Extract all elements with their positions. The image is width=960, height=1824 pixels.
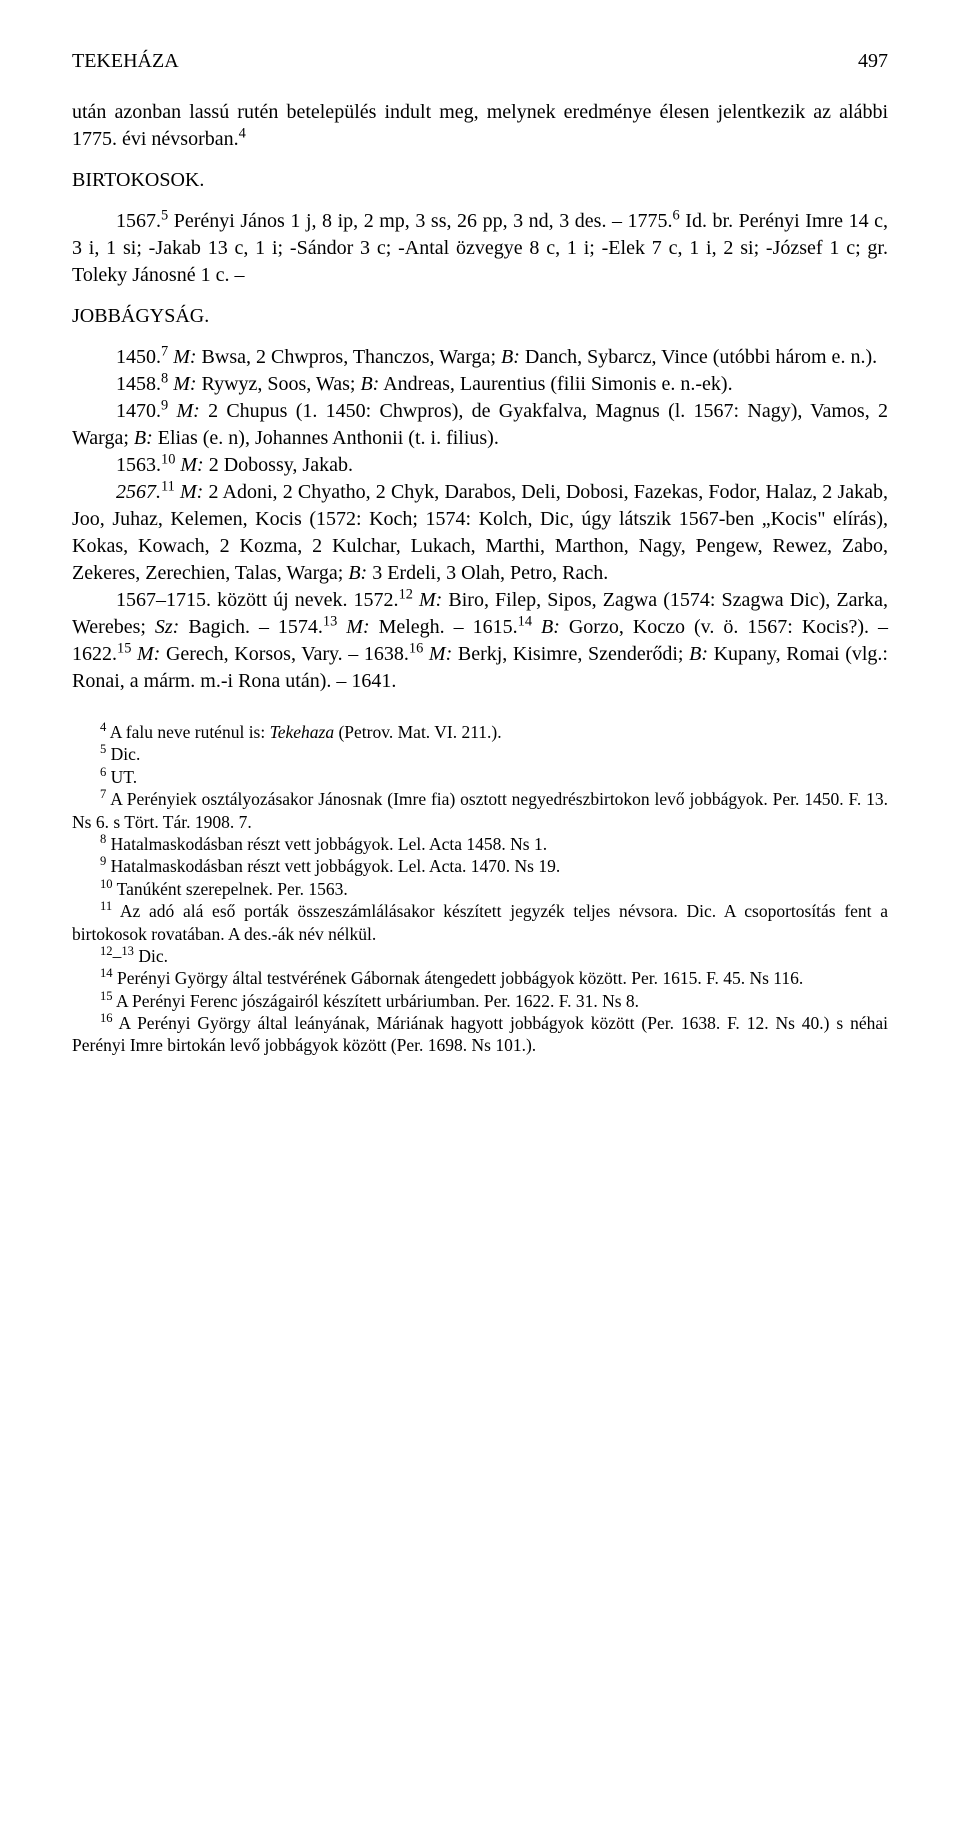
footnote-ref-14: 14 [518,613,532,629]
text: Gerech, Korsos, Vary. – 1638. [160,643,409,665]
footnote-9: 9 Hatalmaskodásban részt vett jobbágyok.… [72,855,888,877]
text-italic: M: [175,481,203,503]
footnote-num: 15 [100,989,113,1003]
footnote-7: 7 A Perényiek osztályozásakor Jánosnak (… [72,788,888,833]
footnote-11: 11 Az adó alá eső porták összeszámlálása… [72,900,888,945]
text-italic: M: [423,643,452,665]
intro-text: után azonban lassú rutén betelepülés ind… [72,101,888,150]
footnote-ref-11: 11 [161,478,175,494]
text: (Petrov. Mat. VI. 211.). [334,722,502,742]
text: Danch, Sybarcz, Vince (utóbbi három e. n… [520,346,877,368]
text: Az adó alá eső porták összeszámlálásakor… [72,901,888,943]
section-birtokosok-title: BIRTOKOSOK. [72,167,888,194]
text: 1563. [116,454,161,476]
text: 3 Erdeli, 3 Olah, Petro, Rach. [367,562,608,584]
footnote-12-13: 12–13 Dic. [72,945,888,967]
text: 2 Dobossy, Jakab. [204,454,353,476]
text-italic: B: [501,346,520,368]
text: Bwsa, 2 Chwpros, Thanczos, Warga; [197,346,501,368]
footnotes-block: 4 A falu neve ruténul is: Tekehaza (Petr… [72,721,888,1057]
text: Elias (e. n), Johannes Anthonii (t. i. f… [153,427,499,449]
footnote-num: 12 [100,944,113,958]
footnote-ref-4: 4 [239,125,246,141]
footnote-ref-6: 6 [673,207,680,223]
section-jobbagysag-title: JOBBÁGYSÁG. [72,303,888,330]
footnote-ref-13: 13 [323,613,337,629]
text: Perényi János 1 j, 8 ip, 2 mp, 3 ss, 26 … [168,210,672,232]
text: 1470. [116,400,161,422]
text: Perényi György által testvérének Gáborna… [113,968,804,988]
footnote-num: 14 [100,966,113,980]
text: Hatalmaskodásban részt vett jobbágyok. L… [106,834,547,854]
text-italic: B: [532,616,560,638]
text: 1567. [116,210,161,232]
text: 1450. [116,346,161,368]
footnote-ref-16: 16 [409,640,423,656]
footnote-ref-15: 15 [117,640,131,656]
text-italic: Tekehaza [270,722,335,742]
page-number: 497 [858,48,888,75]
footnote-16: 16 A Perényi György által leányának, Már… [72,1012,888,1057]
text: A Perényi György által leányának, Márián… [72,1013,888,1055]
text-italic: B: [689,643,708,665]
footnote-8: 8 Hatalmaskodásban részt vett jobbágyok.… [72,833,888,855]
footnote-15: 15 A Perényi Ferenc jószágairól készítet… [72,990,888,1012]
footnote-num: 13 [121,944,134,958]
text: UT. [106,767,137,787]
page-header: TEKEHÁZA 497 [72,48,888,75]
footnote-num: 11 [100,899,112,913]
text: 1567–1715. között új nevek. 1572. [116,589,399,611]
text: A falu neve ruténul is: [106,722,269,742]
text-italic: M: [168,400,200,422]
footnote-10: 10 Tanúként szerepelnek. Per. 1563. [72,878,888,900]
text-italic: M: [337,616,369,638]
intro-paragraph: után azonban lassú rutén betelepülés ind… [72,99,888,153]
text-italic: Sz: [155,616,179,638]
footnote-num: 16 [100,1011,113,1025]
text: A Perényi Ferenc jószágairól készített u… [113,991,639,1011]
text: Melegh. – 1615. [370,616,518,638]
text: Berkj, Kisimre, Szenderődi; [452,643,689,665]
text-italic: B: [348,562,367,584]
text-italic: M: [168,373,196,395]
text-italic: B: [360,373,379,395]
text: 1458. [116,373,161,395]
text: Tanúként szerepelnek. Per. 1563. [113,879,348,899]
jobbagysag-content: 1450.7 M: Bwsa, 2 Chwpros, Thanczos, War… [72,344,888,695]
text-italic: M: [175,454,203,476]
footnote-6: 6 UT. [72,766,888,788]
footnote-4: 4 A falu neve ruténul is: Tekehaza (Petr… [72,721,888,743]
text: Andreas, Laurentius (filii Simonis e. n.… [379,373,732,395]
text-italic: M: [168,346,196,368]
text: Bagich. – 1574. [179,616,323,638]
text-italic: B: [134,427,153,449]
text-italic: 2567. [116,481,161,503]
text: A Perényiek osztályozásakor Jánosnak (Im… [72,789,888,831]
header-title: TEKEHÁZA [72,48,179,75]
text: Dic. [106,744,140,764]
birtokosok-content: 1567.5 Perényi János 1 j, 8 ip, 2 mp, 3 … [72,208,888,289]
footnote-ref-10: 10 [161,451,175,467]
text-italic: M: [131,643,160,665]
footnote-5: 5 Dic. [72,743,888,765]
text: Hatalmaskodásban részt vett jobbágyok. L… [106,856,560,876]
footnote-num: 10 [100,877,113,891]
footnote-ref-12: 12 [399,586,413,602]
text: Dic. [134,946,168,966]
text: Rywyz, Soos, Was; [197,373,361,395]
footnote-14: 14 Perényi György által testvérének Gábo… [72,967,888,989]
text-italic: M: [413,589,442,611]
